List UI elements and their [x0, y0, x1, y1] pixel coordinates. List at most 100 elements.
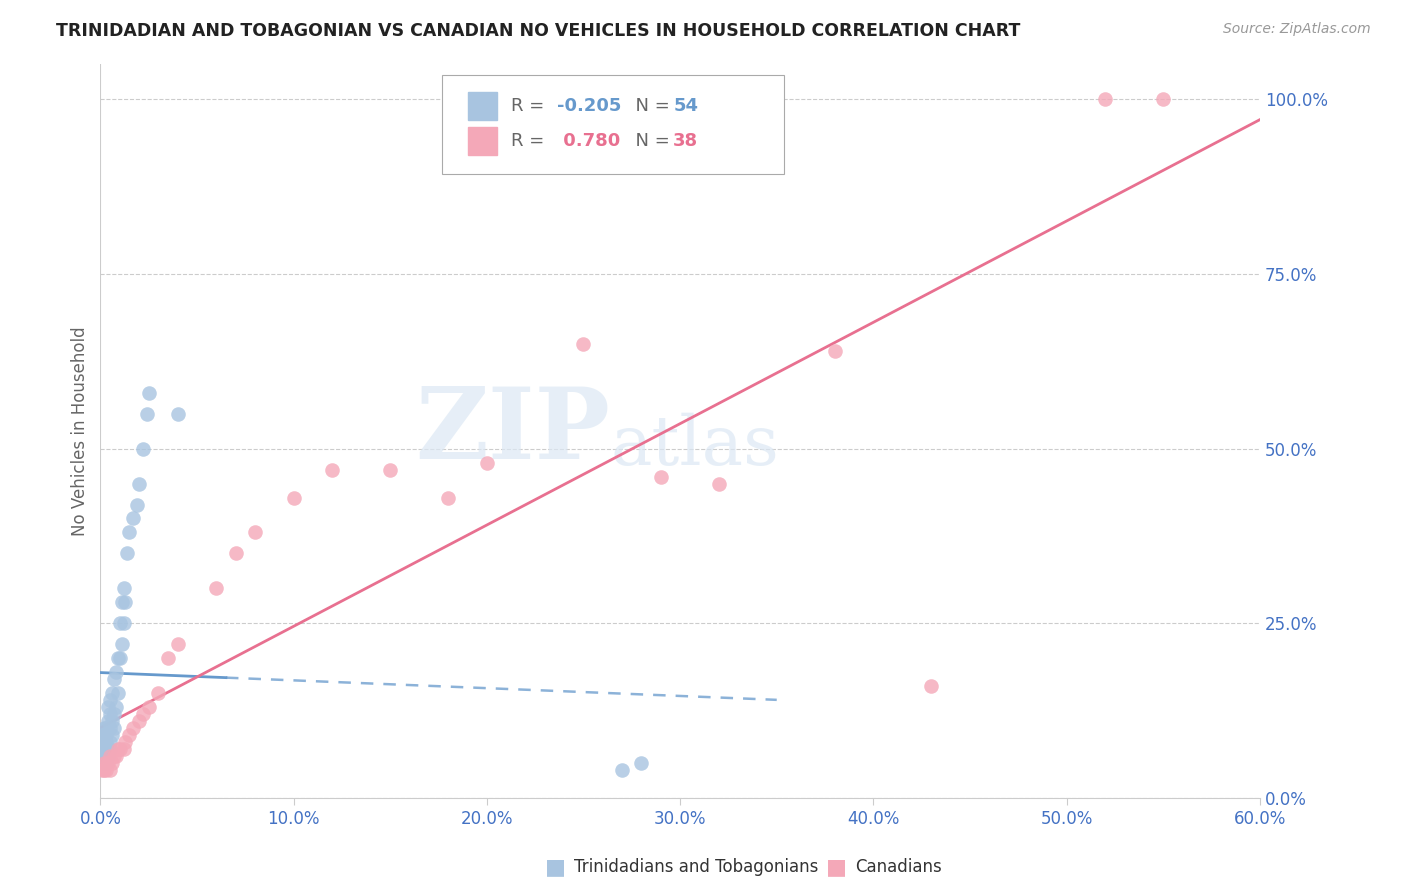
Text: ■: ■ [546, 857, 565, 877]
Text: N =: N = [624, 132, 676, 150]
Point [118, 728, 141, 742]
Point [103, 707, 125, 722]
Point [437, 491, 460, 505]
Point [93, 756, 115, 771]
Point [630, 756, 652, 771]
Point [650, 469, 672, 483]
Point [101, 686, 124, 700]
Point [98, 721, 121, 735]
Point [101, 728, 124, 742]
Point [94, 735, 117, 749]
Point [107, 686, 129, 700]
Point [128, 476, 150, 491]
Text: 54: 54 [673, 97, 699, 115]
Text: N =: N = [624, 97, 676, 115]
Text: ZIP: ZIP [416, 383, 610, 480]
Point [135, 407, 157, 421]
Point [103, 673, 125, 687]
Point [114, 735, 136, 749]
Point [91, 728, 114, 742]
Point [107, 651, 129, 665]
Point [108, 742, 131, 756]
Point [122, 721, 145, 735]
Bar [468, 92, 496, 120]
Point [138, 385, 160, 400]
Text: R =: R = [510, 97, 550, 115]
Point [93, 749, 115, 764]
Bar [468, 128, 496, 155]
Point [98, 763, 121, 777]
Point [91, 742, 114, 756]
Point [94, 742, 117, 756]
FancyBboxPatch shape [443, 75, 785, 174]
Point [98, 707, 121, 722]
Text: Trinidadians and Tobagonians: Trinidadians and Tobagonians [574, 858, 818, 876]
Point [114, 595, 136, 609]
Point [112, 742, 135, 756]
Point [93, 721, 115, 735]
Point [101, 714, 124, 729]
Text: R =: R = [510, 132, 550, 150]
Point [93, 756, 115, 771]
Point [97, 700, 120, 714]
Point [225, 546, 247, 560]
Point [205, 582, 228, 596]
Point [108, 616, 131, 631]
Text: atlas: atlas [610, 413, 779, 479]
Point [166, 407, 188, 421]
Text: TRINIDADIAN AND TOBAGONIAN VS CANADIAN NO VEHICLES IN HOUSEHOLD CORRELATION CHAR: TRINIDADIAN AND TOBAGONIAN VS CANADIAN N… [56, 22, 1021, 40]
Text: Canadians: Canadians [855, 858, 942, 876]
Point [117, 546, 139, 560]
Point [91, 749, 114, 764]
Point [101, 756, 124, 771]
Point [98, 693, 121, 707]
Point [94, 756, 117, 771]
Point [108, 651, 131, 665]
Point [110, 637, 132, 651]
Point [94, 728, 117, 742]
Point [824, 343, 846, 358]
Point [103, 721, 125, 735]
Point [166, 637, 188, 651]
Point [97, 749, 120, 764]
Point [132, 442, 155, 456]
Point [156, 651, 179, 665]
Point [132, 707, 155, 722]
Point [107, 742, 129, 756]
Point [91, 735, 114, 749]
Point [112, 582, 135, 596]
Point [920, 679, 942, 693]
Point [138, 700, 160, 714]
Point [93, 728, 115, 742]
Point [104, 749, 127, 764]
Point [1094, 92, 1116, 106]
Point [97, 714, 120, 729]
Text: -0.205: -0.205 [557, 97, 621, 115]
Point [94, 749, 117, 764]
Point [97, 756, 120, 771]
Point [112, 616, 135, 631]
Point [1152, 92, 1174, 106]
Point [122, 511, 145, 525]
Point [707, 476, 730, 491]
Point [610, 763, 633, 777]
Text: 0.780: 0.780 [557, 132, 620, 150]
Point [475, 456, 498, 470]
Point [110, 595, 132, 609]
Point [103, 749, 125, 764]
Point [128, 714, 150, 729]
Point [97, 742, 120, 756]
Point [118, 525, 141, 540]
Point [91, 763, 114, 777]
Point [125, 498, 148, 512]
Point [98, 735, 121, 749]
Point [93, 735, 115, 749]
Point [94, 756, 117, 771]
Point [93, 763, 115, 777]
Point [283, 491, 305, 505]
Point [98, 749, 121, 764]
Point [94, 721, 117, 735]
Text: Source: ZipAtlas.com: Source: ZipAtlas.com [1223, 22, 1371, 37]
Point [98, 742, 121, 756]
Point [104, 700, 127, 714]
